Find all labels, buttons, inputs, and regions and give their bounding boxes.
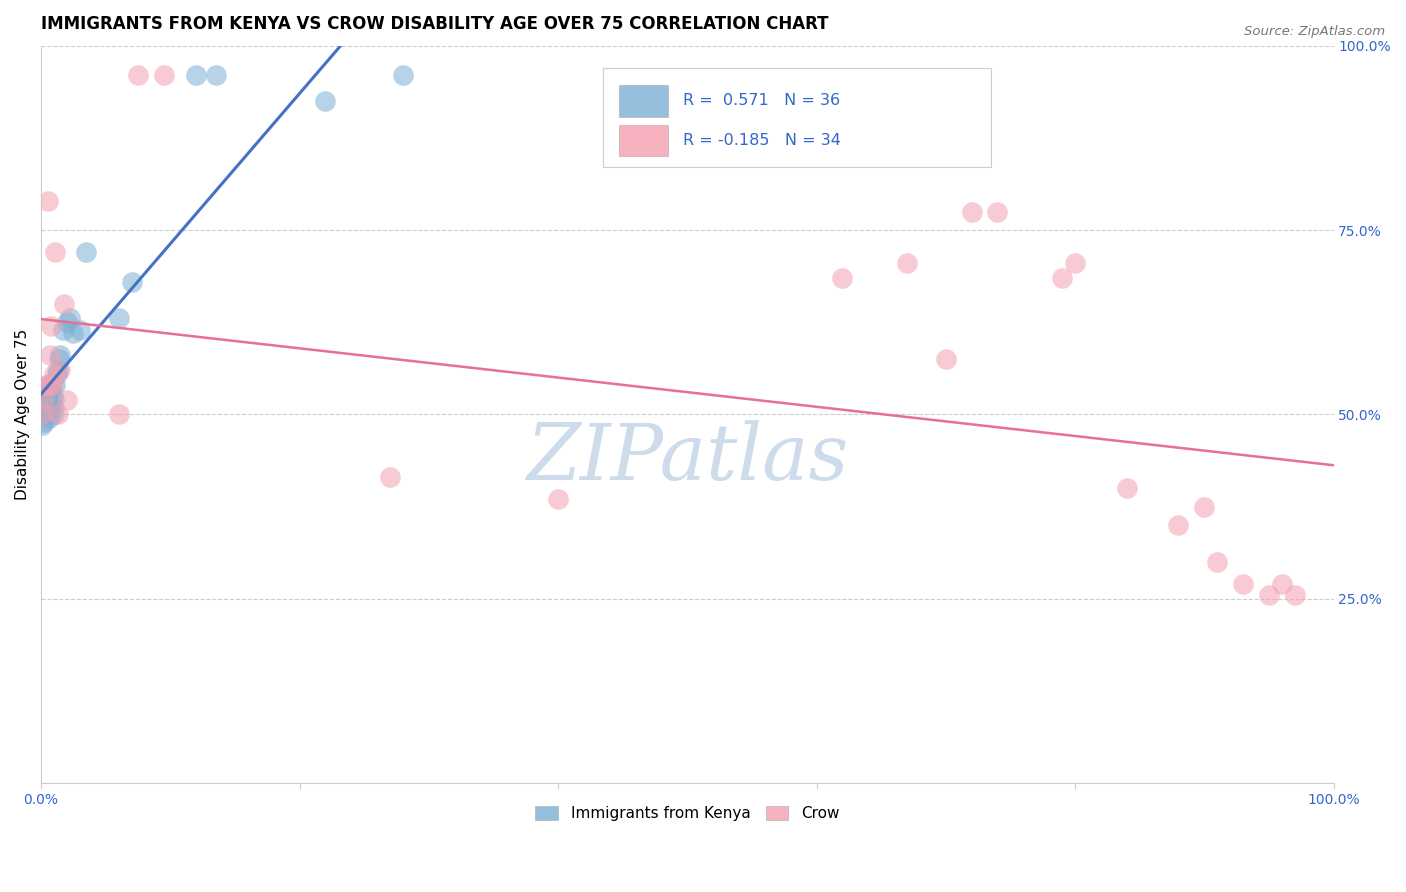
- Point: [42, 367, 65, 381]
- Point: [46, 363, 69, 377]
- Point: [831, 271, 853, 285]
- Point: [49, 363, 72, 377]
- Point: [41, 318, 63, 333]
- Point: [42, 377, 65, 392]
- Point: [56, 315, 79, 329]
- Point: [1206, 555, 1229, 569]
- Text: R =  0.571   N = 36: R = 0.571 N = 36: [683, 94, 841, 109]
- Point: [32, 415, 55, 429]
- Text: ZIPatlas: ZIPatlas: [526, 420, 848, 497]
- Point: [44, 377, 66, 392]
- Point: [32, 408, 55, 422]
- Point: [52, 322, 75, 336]
- Y-axis label: Disability Age Over 75: Disability Age Over 75: [15, 329, 30, 500]
- Point: [42, 389, 65, 403]
- Point: [153, 68, 176, 82]
- Point: [37, 377, 59, 392]
- Point: [49, 348, 72, 362]
- Point: [35, 392, 58, 407]
- Point: [31, 418, 53, 433]
- Point: [378, 470, 401, 484]
- Point: [56, 392, 79, 407]
- FancyBboxPatch shape: [619, 86, 668, 117]
- FancyBboxPatch shape: [619, 125, 668, 156]
- Point: [44, 245, 66, 260]
- Legend: Immigrants from Kenya, Crow: Immigrants from Kenya, Crow: [529, 800, 845, 827]
- Point: [34, 403, 56, 417]
- Point: [392, 68, 415, 82]
- Point: [42, 408, 65, 422]
- Point: [1232, 577, 1254, 591]
- FancyBboxPatch shape: [603, 68, 991, 168]
- Point: [127, 68, 149, 82]
- Point: [1064, 256, 1087, 270]
- Point: [38, 411, 60, 425]
- Point: [1194, 500, 1216, 514]
- Point: [31, 408, 53, 422]
- Point: [41, 396, 63, 410]
- Point: [896, 256, 918, 270]
- Text: Source: ZipAtlas.com: Source: ZipAtlas.com: [1244, 25, 1385, 38]
- Point: [58, 311, 80, 326]
- Point: [38, 400, 60, 414]
- Point: [75, 245, 97, 260]
- Point: [186, 68, 208, 82]
- Point: [121, 275, 143, 289]
- Point: [34, 377, 56, 392]
- Point: [960, 204, 983, 219]
- Point: [204, 68, 226, 82]
- Point: [1284, 588, 1306, 602]
- Point: [46, 408, 69, 422]
- Point: [1271, 577, 1294, 591]
- Point: [1050, 271, 1073, 285]
- Point: [314, 94, 336, 108]
- Point: [1115, 481, 1137, 495]
- Point: [37, 194, 59, 208]
- Point: [935, 352, 957, 367]
- Point: [1167, 518, 1189, 533]
- Point: [62, 326, 84, 341]
- Point: [48, 352, 70, 367]
- Point: [547, 492, 569, 507]
- Point: [38, 377, 60, 392]
- Point: [107, 311, 129, 326]
- Point: [986, 204, 1008, 219]
- Point: [39, 392, 62, 407]
- Point: [37, 385, 59, 400]
- Point: [1257, 588, 1279, 602]
- Text: IMMIGRANTS FROM KENYA VS CROW DISABILITY AGE OVER 75 CORRELATION CHART: IMMIGRANTS FROM KENYA VS CROW DISABILITY…: [41, 15, 828, 33]
- Point: [39, 408, 62, 422]
- Point: [41, 382, 63, 396]
- Point: [39, 348, 62, 362]
- Point: [53, 297, 76, 311]
- Point: [35, 408, 58, 422]
- Point: [107, 408, 129, 422]
- Point: [42, 392, 65, 407]
- Point: [34, 396, 56, 410]
- Point: [69, 322, 91, 336]
- Text: R = -0.185   N = 34: R = -0.185 N = 34: [683, 133, 841, 147]
- Point: [45, 367, 67, 381]
- Point: [42, 400, 65, 414]
- Point: [32, 392, 55, 407]
